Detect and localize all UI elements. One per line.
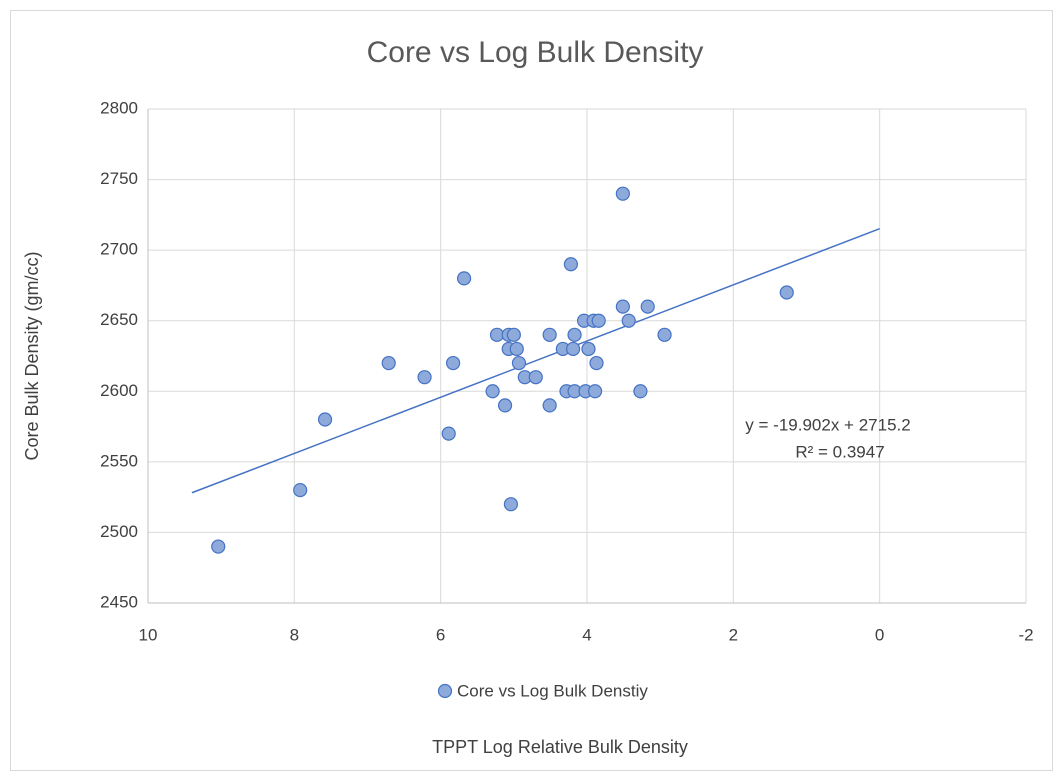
y-tick-label: 2600 — [100, 381, 138, 400]
point — [293, 482, 308, 498]
x-tick-label: 10 — [139, 625, 158, 644]
x-tick-label: 2 — [729, 625, 738, 644]
point — [441, 426, 456, 441]
x-tick-label: 0 — [875, 625, 884, 644]
point — [317, 412, 333, 427]
point — [211, 539, 226, 554]
point — [506, 327, 521, 342]
legend-label: Core vs Log Bulk Denstiy — [457, 681, 648, 700]
legend-marker — [437, 683, 453, 699]
point — [615, 186, 630, 201]
point — [567, 327, 582, 342]
point — [511, 355, 527, 371]
x-axis-title: TPPT Log Relative Bulk Density — [432, 737, 688, 757]
point — [542, 398, 557, 413]
y-tick-label: 2500 — [100, 522, 138, 541]
point — [446, 355, 461, 371]
y-tick-label: 2650 — [100, 310, 138, 329]
point — [581, 341, 596, 357]
point — [633, 384, 648, 399]
trendline-r2: R² = 0.3947 — [795, 442, 884, 461]
point — [657, 327, 672, 342]
x-tick-label: 4 — [582, 625, 591, 644]
point — [489, 327, 505, 342]
point — [528, 370, 543, 385]
point — [485, 384, 500, 399]
y-tick-label: 2700 — [100, 240, 138, 259]
y-axis-title: Core Bulk Density (gm/cc) — [22, 251, 42, 460]
point — [565, 341, 581, 357]
point — [587, 384, 603, 399]
point — [381, 355, 396, 371]
point — [497, 398, 513, 413]
y-tick-label: 2750 — [100, 169, 138, 188]
x-tick-label: 6 — [436, 625, 445, 644]
point — [615, 299, 630, 314]
y-tick-label: 2550 — [100, 451, 138, 470]
x-tick-label: -2 — [1018, 625, 1033, 644]
point — [542, 327, 557, 342]
point — [591, 313, 606, 328]
point — [589, 355, 604, 371]
chart-title: Core vs Log Bulk Density — [367, 36, 704, 69]
point — [563, 257, 579, 272]
chart-frame — [10, 10, 1053, 771]
point — [503, 497, 519, 512]
point — [509, 341, 524, 357]
point — [621, 313, 636, 328]
y-tick-label: 2450 — [100, 592, 138, 611]
point — [417, 370, 432, 385]
trendline-equation: y = -19.902x + 2715.2 — [745, 415, 910, 434]
point — [456, 271, 472, 286]
point — [640, 299, 655, 314]
trendline — [191, 227, 880, 494]
y-tick-label: 2800 — [100, 98, 138, 117]
x-tick-label: 8 — [290, 625, 299, 644]
point — [779, 285, 794, 300]
